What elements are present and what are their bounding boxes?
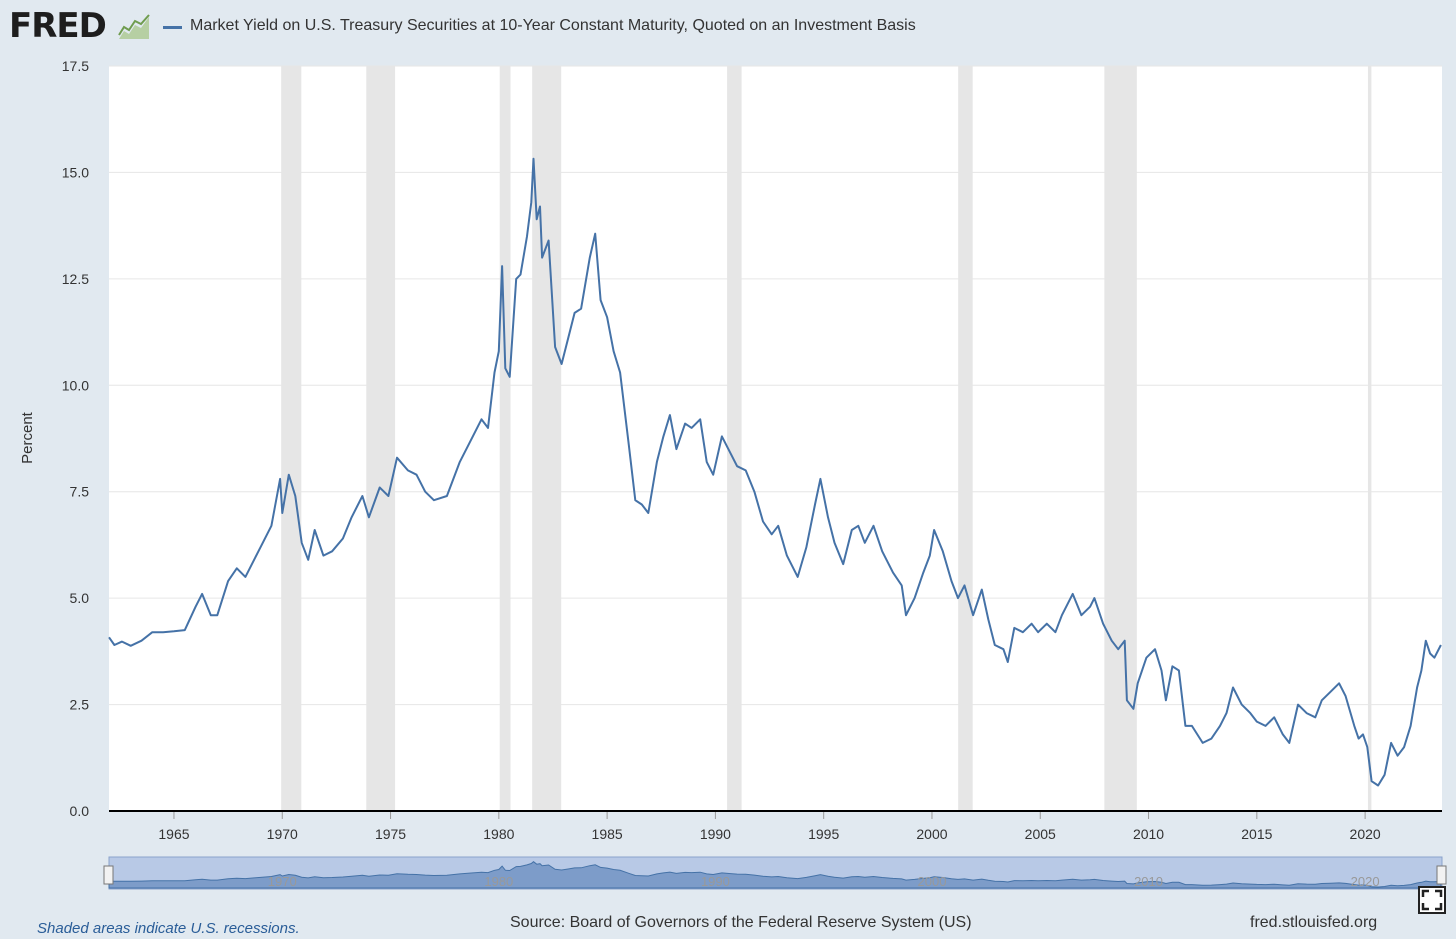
navigator-year-label: 2010 xyxy=(1134,874,1163,889)
recession-band xyxy=(727,66,742,811)
x-axis-ticks: 1965 1970 1975 1980 1985 1990 1995 2000 2005 2010… xyxy=(158,811,1381,842)
fullscreen-button[interactable] xyxy=(1418,886,1446,914)
navigator-year-label: 2000 xyxy=(918,874,947,889)
line-graph-icon xyxy=(118,13,150,41)
y-axis-label: Percent xyxy=(19,411,36,464)
recession-band xyxy=(1104,66,1137,811)
gridlines xyxy=(109,65,1442,812)
series-line[interactable] xyxy=(108,157,1442,787)
navigator-right-handle[interactable] xyxy=(1436,865,1447,885)
recession-band xyxy=(281,66,302,811)
y-tick-label: 5.0 xyxy=(70,590,90,606)
x-tick-label: 2010 xyxy=(1133,826,1164,842)
y-tick-label: 12.5 xyxy=(62,271,89,287)
x-tick-label: 1975 xyxy=(375,826,406,842)
y-tick-label: 7.5 xyxy=(70,484,90,500)
recession-band xyxy=(499,66,511,811)
navigator-year-label: 1990 xyxy=(701,874,730,889)
source-note: Source: Board of Governors of the Federa… xyxy=(510,914,972,931)
site-url[interactable]: fred.stlouisfed.org xyxy=(1250,914,1378,931)
legend-swatch xyxy=(163,26,182,29)
x-tick-label: 2000 xyxy=(916,826,947,842)
recession-note: Shaded areas indicate U.S. recessions. xyxy=(37,920,300,937)
x-tick-label: 1965 xyxy=(158,826,189,842)
navigator-year-label: 1970 xyxy=(268,874,297,889)
y-tick-label: 2.5 xyxy=(70,697,90,713)
x-tick-label: 1985 xyxy=(592,826,623,842)
navigator-left-handle[interactable] xyxy=(103,865,114,885)
recession-band xyxy=(1367,66,1372,811)
x-tick-label: 1980 xyxy=(483,826,514,842)
recession-band xyxy=(958,66,973,811)
y-tick-label: 10.0 xyxy=(62,377,89,393)
x-tick-label: 2005 xyxy=(1025,826,1056,842)
x-tick-label: 1995 xyxy=(808,826,839,842)
range-navigator[interactable]: 1970 1980 1990 2000 2010 2020 xyxy=(0,852,1456,890)
x-tick-label: 1970 xyxy=(267,826,298,842)
y-tick-label: 15.0 xyxy=(62,164,89,180)
navigator-year-label: 1980 xyxy=(484,874,513,889)
fred-logo[interactable]: FRED xyxy=(9,6,107,46)
recession-band xyxy=(532,66,562,811)
line-chart[interactable]: 0.0 2.5 5.0 7.5 10.0 12.5 15.0 17.5 1965 1970 197… xyxy=(0,52,1456,852)
y-tick-label: 17.5 xyxy=(62,58,89,74)
x-tick-label: 1990 xyxy=(700,826,731,842)
navigator-year-label: 2020 xyxy=(1351,874,1380,889)
navigator-year-labels: 1970 1980 1990 2000 2010 2020 xyxy=(268,874,1380,889)
y-axis-ticks: 0.0 2.5 5.0 7.5 10.0 12.5 15.0 17.5 xyxy=(62,58,89,819)
plot-background xyxy=(109,66,1442,812)
x-tick-label: 2015 xyxy=(1241,826,1272,842)
chart-header: FRED Market Yield on U.S. Treasury Secur… xyxy=(0,0,1456,52)
legend-label[interactable]: Market Yield on U.S. Treasury Securities… xyxy=(190,17,916,34)
fullscreen-icon xyxy=(1421,889,1443,911)
recession-band xyxy=(366,66,396,811)
y-tick-label: 0.0 xyxy=(70,803,90,819)
x-tick-label: 2020 xyxy=(1350,826,1381,842)
recession-shading xyxy=(281,66,1372,811)
navigator-series xyxy=(108,861,1442,889)
